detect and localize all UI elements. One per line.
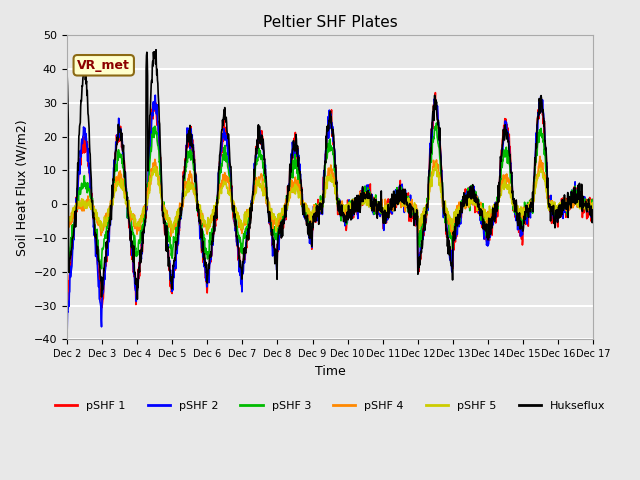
Title: Peltier SHF Plates: Peltier SHF Plates — [262, 15, 397, 30]
pSHF 4 — [180, 186, 188, 192]
pSHF 2 — [481, 221, 488, 227]
pSHF 3 — [239, 245, 246, 251]
Text: VR_met: VR_met — [77, 59, 130, 72]
pSHF 1 — [180, 169, 188, 175]
pSHF 4 — [239, 224, 247, 230]
pSHF 5 — [239, 220, 247, 226]
Hukseflux — [63, 70, 70, 75]
pSHF 5 — [63, 230, 71, 236]
Y-axis label: Soil Heat Flux (W/m2): Soil Heat Flux (W/m2) — [15, 119, 28, 256]
pSHF 4 — [167, 233, 175, 239]
Hukseflux — [589, 210, 597, 216]
Hukseflux — [180, 170, 188, 176]
pSHF 3 — [63, 272, 70, 277]
pSHF 5 — [180, 195, 188, 201]
pSHF 1 — [168, 289, 175, 295]
Line: Hukseflux: Hukseflux — [67, 50, 593, 299]
pSHF 4 — [589, 205, 597, 211]
pSHF 1 — [527, 204, 535, 210]
Hukseflux — [527, 204, 535, 210]
pSHF 3 — [481, 224, 488, 230]
pSHF 3 — [527, 202, 534, 208]
Legend: pSHF 1, pSHF 2, pSHF 3, pSHF 4, pSHF 5, Hukseflux: pSHF 1, pSHF 2, pSHF 3, pSHF 4, pSHF 5, … — [51, 396, 610, 416]
pSHF 1 — [412, 223, 419, 229]
X-axis label: Time: Time — [315, 365, 346, 378]
pSHF 2 — [63, 328, 71, 334]
pSHF 5 — [63, 222, 70, 228]
Line: pSHF 4: pSHF 4 — [67, 156, 593, 236]
pSHF 2 — [63, 309, 70, 315]
pSHF 4 — [63, 231, 70, 237]
Hukseflux — [412, 211, 420, 217]
pSHF 5 — [527, 204, 535, 210]
pSHF 1 — [589, 211, 597, 217]
pSHF 5 — [168, 223, 175, 228]
pSHF 5 — [412, 208, 419, 214]
pSHF 5 — [589, 200, 597, 205]
Line: pSHF 3: pSHF 3 — [67, 123, 593, 275]
pSHF 3 — [180, 183, 188, 189]
pSHF 2 — [527, 209, 535, 215]
pSHF 2 — [152, 92, 159, 98]
pSHF 3 — [412, 209, 419, 215]
pSHF 4 — [527, 205, 534, 211]
pSHF 1 — [98, 305, 106, 311]
Line: pSHF 2: pSHF 2 — [67, 95, 593, 331]
Hukseflux — [239, 259, 247, 265]
Line: pSHF 5: pSHF 5 — [67, 163, 593, 233]
pSHF 2 — [412, 216, 420, 221]
pSHF 4 — [536, 154, 544, 159]
Hukseflux — [481, 222, 488, 228]
pSHF 3 — [433, 120, 440, 126]
pSHF 2 — [589, 204, 597, 210]
pSHF 4 — [412, 206, 419, 212]
pSHF 2 — [239, 268, 247, 274]
pSHF 4 — [481, 211, 488, 217]
Hukseflux — [152, 47, 160, 53]
pSHF 2 — [180, 172, 188, 178]
Line: pSHF 1: pSHF 1 — [67, 93, 593, 308]
pSHF 3 — [589, 200, 597, 206]
pSHF 5 — [432, 160, 440, 166]
pSHF 1 — [63, 302, 70, 308]
Hukseflux — [168, 286, 175, 292]
pSHF 4 — [168, 225, 175, 230]
Hukseflux — [134, 296, 141, 302]
pSHF 1 — [239, 261, 247, 266]
pSHF 5 — [481, 209, 488, 215]
pSHF 2 — [168, 280, 175, 286]
pSHF 1 — [481, 236, 488, 242]
pSHF 3 — [167, 242, 175, 248]
pSHF 1 — [431, 90, 439, 96]
